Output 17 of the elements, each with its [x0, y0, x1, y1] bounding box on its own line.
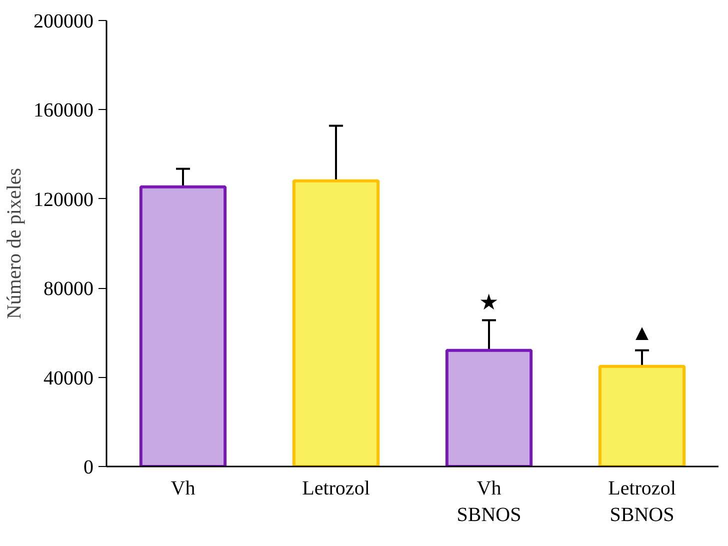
x-tick-label: Vh SBNOS — [456, 478, 522, 526]
annotation: ★ — [479, 290, 499, 315]
x-tick-label: Letrozol SBNOS — [608, 478, 676, 526]
x-tick-label: Letrozol — [302, 478, 370, 500]
y-tick-label: 40000 — [44, 367, 94, 390]
y-tick-label: 120000 — [34, 188, 94, 211]
y-tick-label: 200000 — [34, 10, 94, 32]
y-tick-label: 0 — [84, 456, 94, 478]
x-tick-label: Vh — [170, 478, 196, 500]
bar — [139, 185, 227, 466]
bar — [598, 364, 686, 466]
bar — [445, 348, 533, 466]
y-axis-title: Número de pixeles — [4, 168, 26, 320]
y-tick-label: 80000 — [44, 278, 94, 300]
annotation: ▲ — [631, 320, 653, 345]
y-tick-label: 160000 — [34, 100, 94, 122]
bar — [292, 179, 380, 466]
